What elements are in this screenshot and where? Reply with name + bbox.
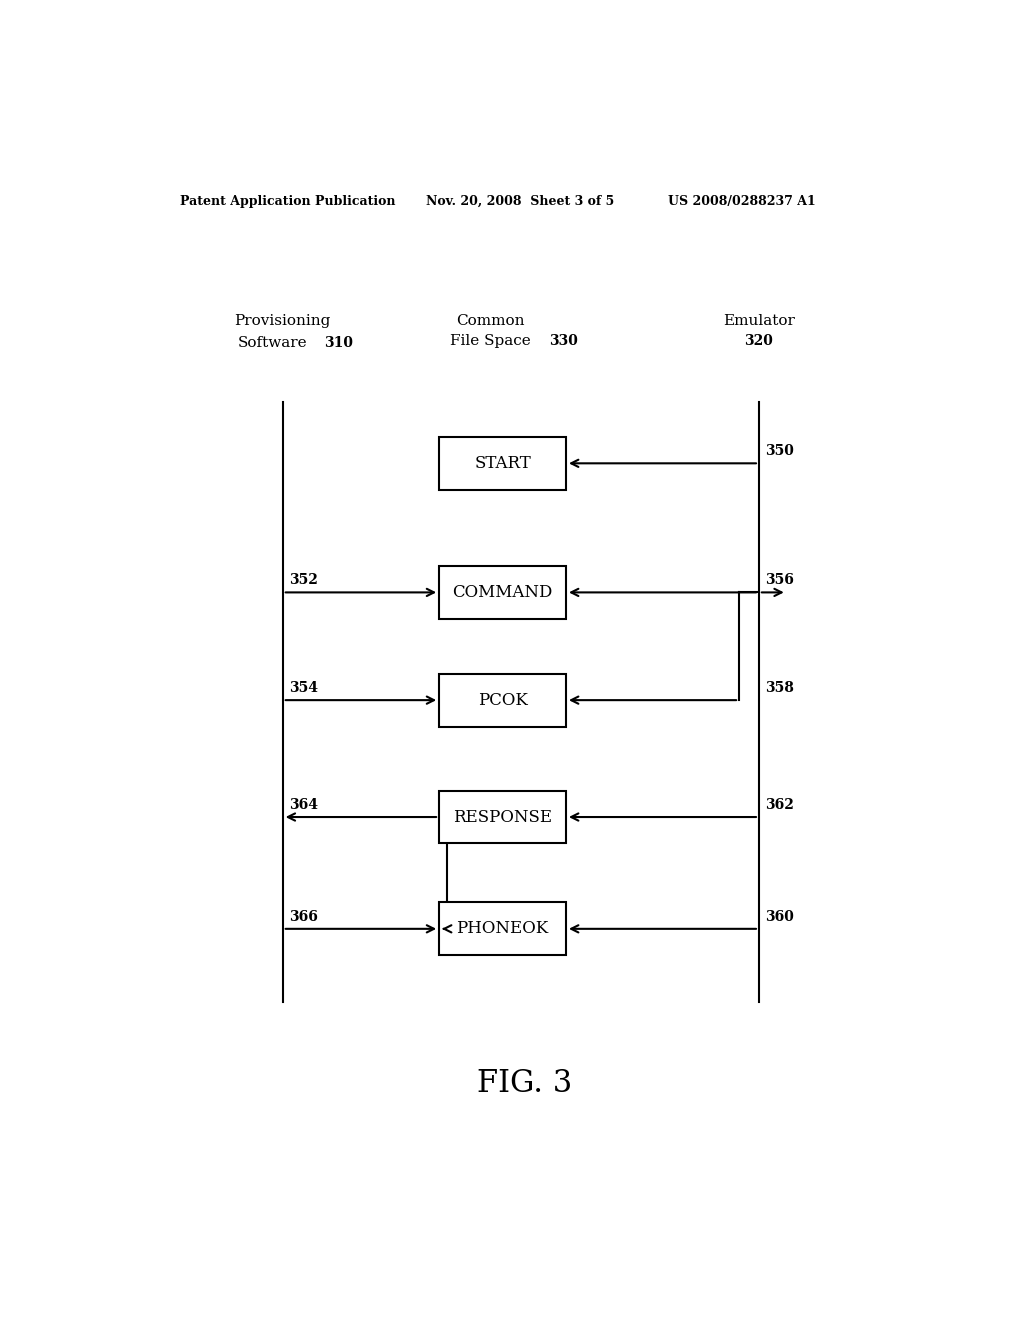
Text: Nov. 20, 2008  Sheet 3 of 5: Nov. 20, 2008 Sheet 3 of 5	[426, 194, 613, 207]
Text: 354: 354	[289, 681, 318, 696]
Text: Provisioning: Provisioning	[234, 314, 331, 329]
FancyBboxPatch shape	[439, 566, 566, 619]
Text: 362: 362	[765, 799, 795, 812]
Text: 366: 366	[289, 909, 318, 924]
Text: 350: 350	[765, 445, 795, 458]
Text: START: START	[474, 455, 531, 471]
FancyBboxPatch shape	[439, 437, 566, 490]
Text: COMMAND: COMMAND	[453, 583, 553, 601]
Text: Patent Application Publication: Patent Application Publication	[179, 194, 395, 207]
Text: 310: 310	[324, 337, 353, 350]
Text: RESPONSE: RESPONSE	[453, 809, 552, 825]
Text: FIG. 3: FIG. 3	[477, 1068, 572, 1098]
Text: 358: 358	[765, 681, 795, 696]
Text: PHONEOK: PHONEOK	[457, 920, 549, 937]
Text: 360: 360	[765, 909, 795, 924]
Text: 320: 320	[744, 334, 773, 348]
FancyBboxPatch shape	[439, 791, 566, 843]
Text: PCOK: PCOK	[477, 692, 527, 709]
Text: Emulator: Emulator	[723, 314, 795, 329]
Text: US 2008/0288237 A1: US 2008/0288237 A1	[668, 194, 815, 207]
Text: Common: Common	[457, 314, 525, 329]
FancyBboxPatch shape	[439, 673, 566, 726]
Text: 330: 330	[549, 334, 578, 348]
Text: File Space: File Space	[451, 334, 531, 348]
FancyBboxPatch shape	[439, 903, 566, 956]
Text: Software: Software	[238, 337, 307, 350]
Text: 352: 352	[289, 573, 318, 587]
Text: 356: 356	[765, 573, 795, 587]
Text: 364: 364	[289, 799, 318, 812]
